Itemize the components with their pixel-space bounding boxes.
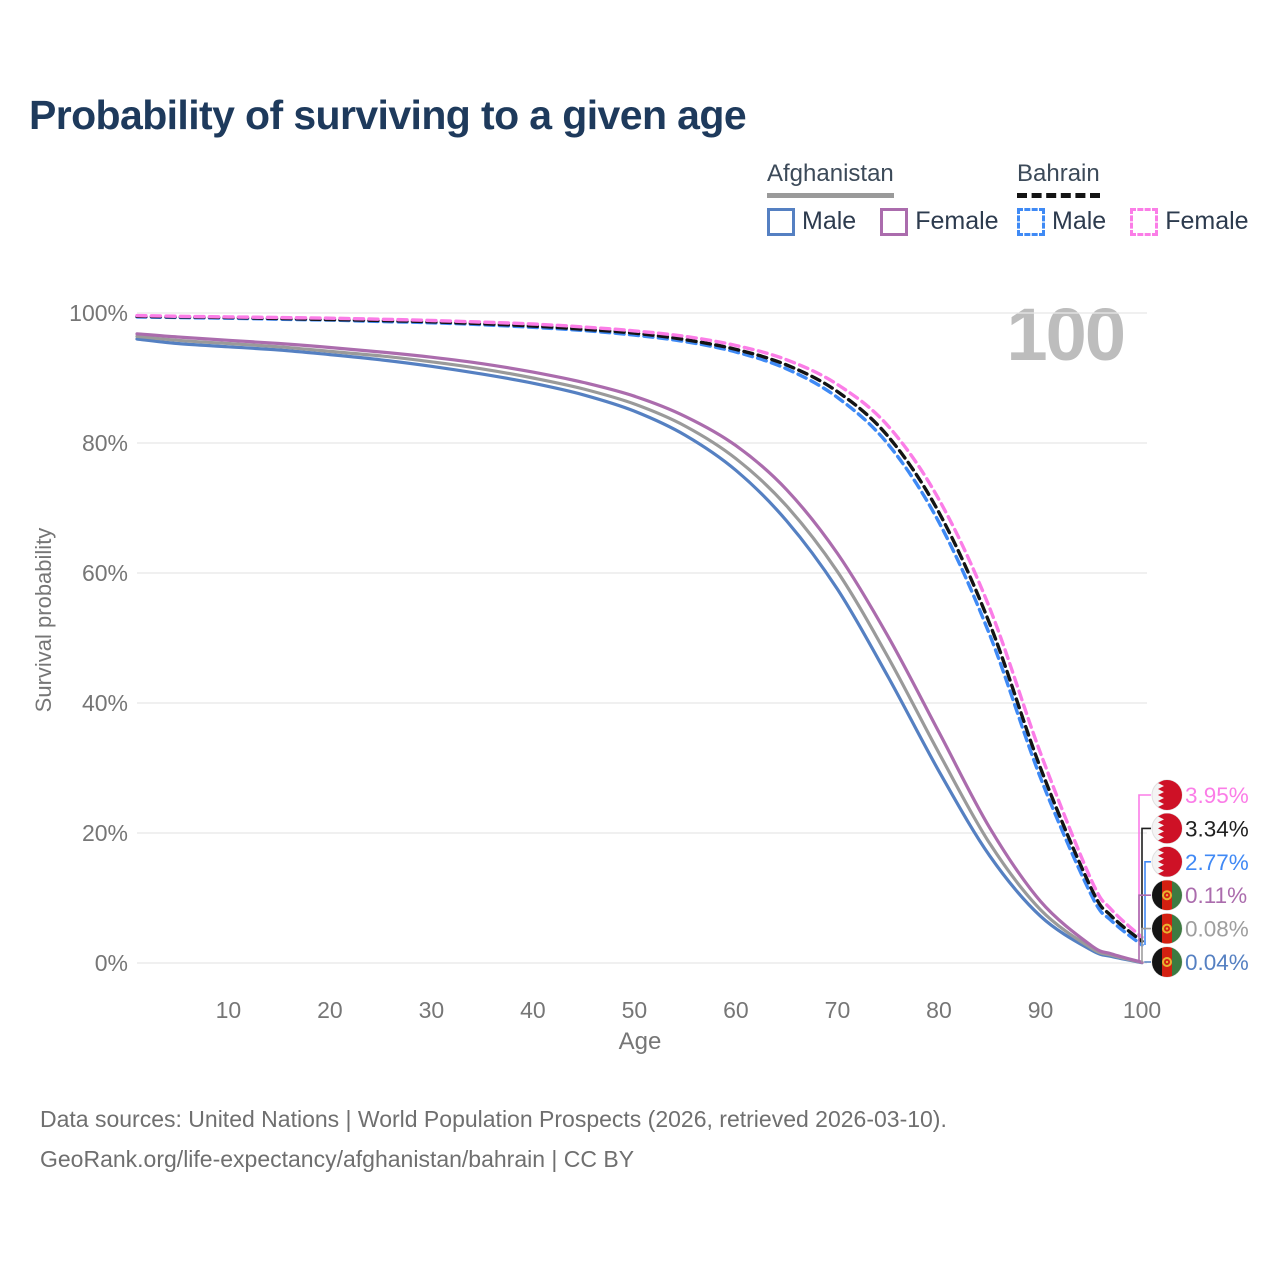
end-value-label: 0.04% (1185, 950, 1249, 975)
legend-item-label: Male (1052, 207, 1107, 235)
afghanistan-flag-icon (1151, 913, 1183, 945)
end-label-connector (1144, 861, 1151, 945)
x-tick-label: 50 (622, 997, 648, 1023)
y-tick-label: 100% (69, 300, 128, 326)
x-tick-label: 80 (926, 997, 952, 1023)
y-tick-label: 20% (82, 820, 128, 846)
curve-bahrain-both[interactable] (135, 314, 1144, 943)
end-label-connector (1138, 794, 1151, 938)
legend-country-afghanistan[interactable]: Afghanistan (767, 160, 894, 198)
end-label-connector (1141, 927, 1151, 963)
x-axis-title: Age (618, 1028, 662, 1055)
bahrain-male-swatch-icon (1017, 207, 1045, 236)
legend-item-label: Female (915, 207, 999, 235)
end-value-label: 3.34% (1185, 816, 1249, 841)
end-label-connector (1141, 827, 1151, 942)
legend-item-afghanistan-female[interactable]: Female (880, 207, 999, 236)
legend-item-bahrain-female[interactable]: Female (1130, 207, 1249, 236)
y-tick-label: 60% (82, 560, 128, 586)
footer-data-sources: Data sources: United Nations | World Pop… (40, 1106, 947, 1132)
curve-afghanistan-female[interactable] (135, 332, 1144, 964)
y-tick-label: 0% (95, 950, 128, 976)
bahrain-female-swatch-icon (1130, 207, 1159, 236)
x-tick-label: 10 (216, 997, 242, 1023)
hover-age-watermark: 100 (1006, 293, 1126, 376)
afghanistan-male-swatch-icon (767, 207, 795, 236)
x-tick-label: 90 (1028, 997, 1054, 1023)
end-value-label: 0.08% (1185, 917, 1249, 942)
page-title: Probability of surviving to a given age (29, 92, 747, 138)
x-tick-label: 40 (520, 997, 546, 1023)
end-value-label: 0.11% (1185, 883, 1247, 908)
x-tick-label: 100 (1123, 997, 1161, 1023)
bahrain-flag-icon (1151, 779, 1183, 811)
legend-item-afghanistan-male[interactable]: Male (767, 207, 856, 236)
legend-country-bahrain[interactable]: Bahrain (1017, 160, 1100, 198)
footer-citation: GeoRank.org/life-expectancy/afghanistan/… (40, 1146, 635, 1172)
legend-group-afghanistan: Afghanistan Male Female (767, 160, 999, 236)
end-value-label: 3.95% (1185, 783, 1249, 808)
y-tick-label: 80% (82, 430, 128, 456)
legend-group-bahrain: Bahrain Male Female (1017, 160, 1249, 236)
x-tick-label: 20 (317, 997, 343, 1023)
x-tick-label: 70 (825, 997, 851, 1023)
afghanistan-flag-icon (1151, 946, 1183, 978)
x-tick-label: 30 (419, 997, 445, 1023)
curve-afghanistan-male[interactable] (135, 337, 1144, 965)
y-tick-label: 40% (82, 690, 128, 716)
legend-item-bahrain-male[interactable]: Male (1017, 207, 1106, 236)
afghanistan-flag-icon (1151, 879, 1183, 911)
legend-item-label: Female (1165, 207, 1249, 235)
y-axis-title: Survival probability (31, 527, 56, 713)
legend-item-label: Male (802, 207, 857, 235)
end-value-label: 2.77% (1185, 850, 1249, 875)
curve-bahrain-female[interactable] (135, 313, 1144, 939)
x-tick-label: 60 (723, 997, 749, 1023)
end-label-connector (1144, 961, 1151, 963)
end-label-connector (1138, 894, 1151, 963)
bahrain-flag-icon (1151, 846, 1183, 878)
afghanistan-female-swatch-icon (880, 207, 909, 236)
bahrain-flag-icon (1151, 812, 1183, 844)
curve-afghanistan-both[interactable] (135, 334, 1144, 965)
